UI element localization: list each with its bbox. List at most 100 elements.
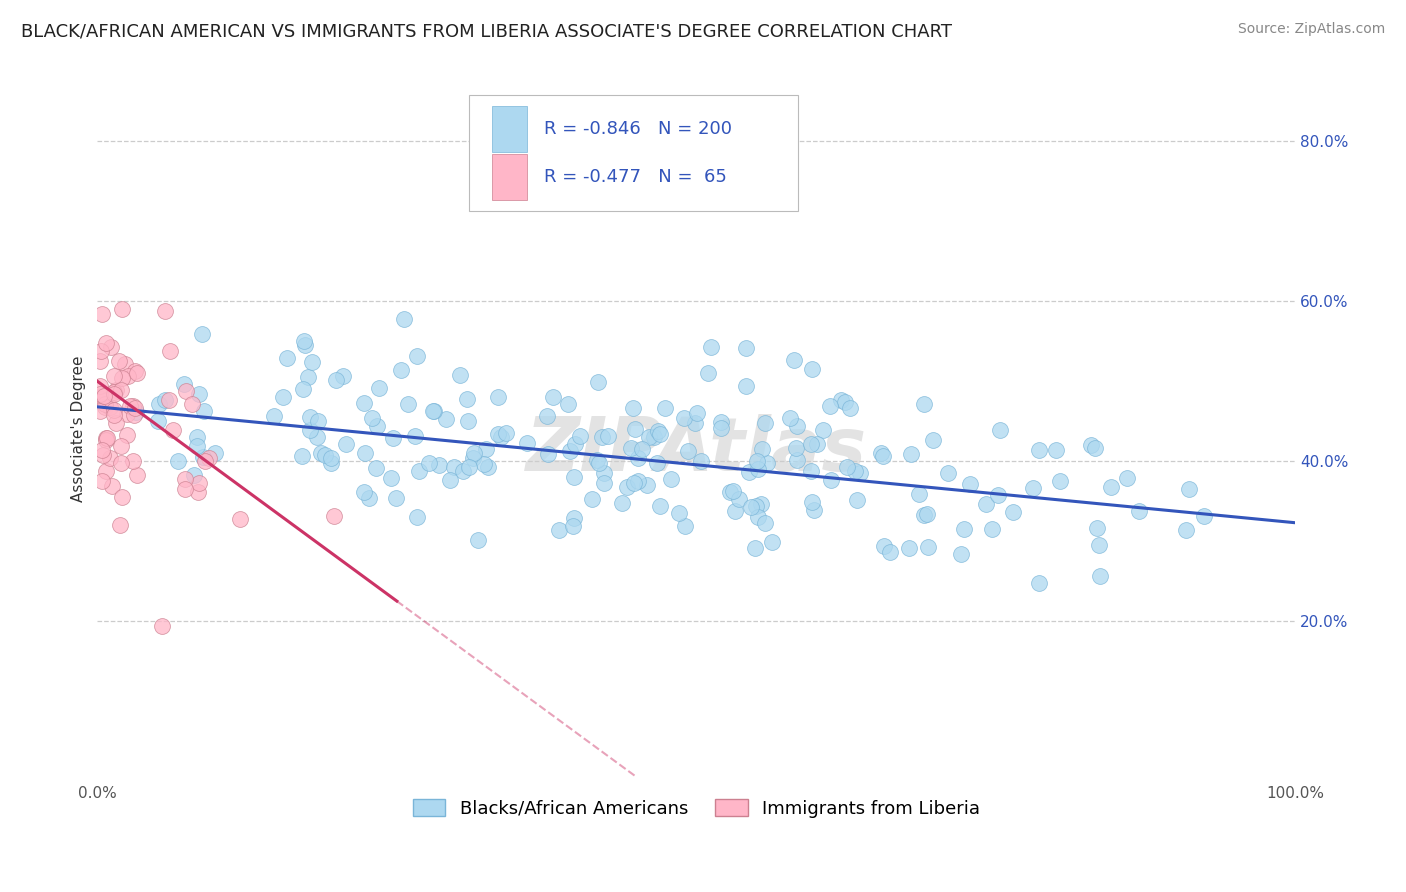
Point	[835, 459, 858, 474]
Point	[294, 338, 316, 352]
Point	[621, 401, 644, 415]
Point	[451, 464, 474, 478]
Point	[190, 326, 212, 341]
Point	[96, 335, 118, 350]
Point	[673, 518, 696, 533]
Point	[108, 354, 131, 368]
Point	[1088, 569, 1111, 583]
Point	[89, 379, 111, 393]
Point	[581, 491, 603, 506]
Point	[648, 500, 671, 514]
Point	[408, 464, 430, 478]
Point	[710, 421, 733, 435]
Point	[537, 447, 560, 461]
Point	[292, 334, 315, 349]
Point	[186, 430, 208, 444]
Point	[800, 464, 823, 478]
Point	[801, 362, 824, 376]
Point	[94, 431, 117, 445]
Point	[811, 423, 834, 437]
Point	[654, 401, 676, 416]
Point	[1099, 480, 1122, 494]
Point	[103, 408, 125, 422]
Point	[647, 424, 669, 438]
Text: R = -0.846   N = 200: R = -0.846 N = 200	[544, 120, 733, 138]
Point	[585, 452, 607, 467]
Point	[180, 397, 202, 411]
Point	[959, 477, 981, 491]
Point	[271, 390, 294, 404]
Point	[406, 350, 429, 364]
Point	[988, 423, 1011, 437]
Point	[974, 497, 997, 511]
Point	[697, 366, 720, 380]
Point	[366, 460, 388, 475]
Point	[786, 418, 808, 433]
Point	[830, 393, 852, 408]
Point	[174, 482, 197, 496]
Point	[1028, 443, 1050, 458]
Point	[1021, 481, 1043, 495]
Point	[745, 454, 768, 468]
Point	[458, 459, 481, 474]
Point	[122, 400, 145, 414]
Point	[745, 499, 768, 513]
Point	[872, 449, 894, 463]
Point	[309, 446, 332, 460]
Point	[357, 491, 380, 506]
FancyBboxPatch shape	[492, 106, 527, 152]
Point	[800, 437, 823, 451]
Point	[516, 436, 538, 450]
Point	[381, 431, 404, 445]
Text: R = -0.477   N =  65: R = -0.477 N = 65	[544, 168, 727, 186]
Point	[103, 385, 125, 400]
Point	[754, 416, 776, 430]
Point	[127, 366, 149, 380]
Point	[848, 466, 870, 480]
Point	[495, 425, 517, 440]
Point	[463, 450, 485, 465]
Text: BLACK/AFRICAN AMERICAN VS IMMIGRANTS FROM LIBERIA ASSOCIATE'S DEGREE CORRELATION: BLACK/AFRICAN AMERICAN VS IMMIGRANTS FRO…	[21, 22, 952, 40]
Point	[301, 355, 323, 369]
Point	[1080, 438, 1102, 452]
Point	[115, 427, 138, 442]
Point	[623, 476, 645, 491]
Point	[803, 503, 825, 517]
Point	[353, 395, 375, 409]
Point	[91, 448, 114, 462]
Point	[541, 390, 564, 404]
Point	[405, 510, 427, 524]
Point	[747, 510, 769, 524]
Point	[845, 493, 868, 508]
Point	[818, 399, 841, 413]
Point	[321, 450, 343, 465]
Point	[89, 386, 111, 401]
Point	[616, 480, 638, 494]
Point	[936, 466, 959, 480]
Point	[193, 450, 215, 464]
Point	[820, 473, 842, 487]
Point	[952, 522, 974, 536]
Point	[683, 417, 706, 431]
Point	[94, 400, 117, 414]
Point	[100, 339, 122, 353]
Point	[564, 437, 586, 451]
Point	[111, 302, 134, 317]
Point	[307, 430, 329, 444]
Point	[779, 411, 801, 425]
Point	[1045, 443, 1067, 458]
Point	[844, 464, 866, 478]
Point	[439, 473, 461, 487]
Point	[486, 390, 509, 404]
Point	[319, 456, 342, 470]
Point	[1028, 576, 1050, 591]
Point	[744, 541, 766, 555]
Point	[229, 511, 252, 525]
Point	[115, 407, 138, 421]
Point	[1175, 523, 1198, 537]
Point	[404, 429, 426, 443]
Point	[307, 414, 329, 428]
Point	[396, 397, 419, 411]
Point	[631, 442, 654, 456]
Point	[449, 368, 471, 382]
